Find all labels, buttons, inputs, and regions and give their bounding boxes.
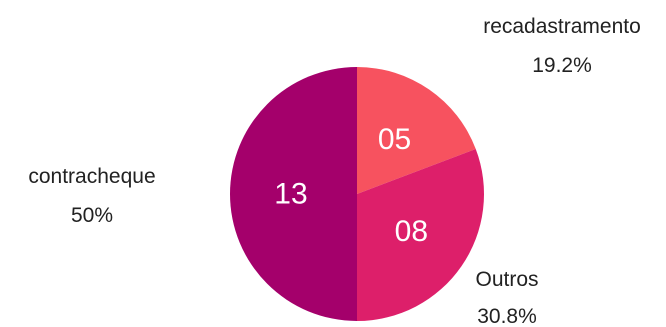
slice-percent-outros: 30.8% — [477, 305, 537, 327]
slice-label-recadastramento: recadastramento — [483, 15, 641, 38]
pie-slice-recadastramento — [357, 67, 476, 194]
pie-slice-contracheque — [230, 67, 357, 321]
slice-value-labels: 05 08 13 — [274, 123, 428, 248]
slice-percent-contracheque: 50% — [71, 204, 113, 227]
pie-slices — [230, 67, 485, 321]
slice-label-outros: Outros — [475, 268, 538, 291]
slice-value-outros: 08 — [395, 215, 428, 248]
pie-slice-outros — [357, 148, 485, 321]
slice-value-contracheque: 13 — [274, 178, 307, 211]
slice-label-contracheque: contracheque — [28, 165, 155, 188]
slice-value-recadastramento: 05 — [378, 123, 411, 156]
slice-percent-recadastramento: 19.2% — [532, 54, 592, 77]
